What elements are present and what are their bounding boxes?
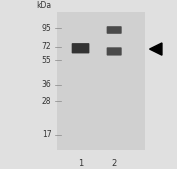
Text: 36: 36 xyxy=(42,80,51,89)
Text: 28: 28 xyxy=(42,97,51,106)
Text: 95: 95 xyxy=(42,24,51,33)
FancyBboxPatch shape xyxy=(107,47,122,56)
Text: 55: 55 xyxy=(42,56,51,65)
FancyBboxPatch shape xyxy=(57,12,145,150)
Polygon shape xyxy=(150,43,162,55)
Text: 72: 72 xyxy=(42,42,51,51)
Text: kDa: kDa xyxy=(36,1,51,10)
FancyBboxPatch shape xyxy=(107,26,122,34)
Text: 17: 17 xyxy=(42,130,51,139)
Text: 1: 1 xyxy=(78,159,83,168)
Text: 2: 2 xyxy=(112,159,117,168)
FancyBboxPatch shape xyxy=(72,43,89,53)
